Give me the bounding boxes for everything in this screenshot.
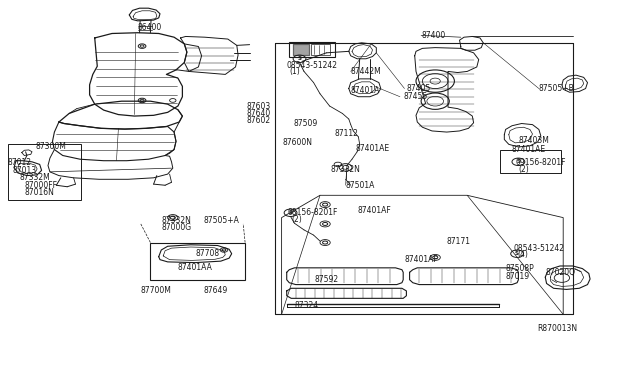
Text: (4): (4) <box>517 250 528 259</box>
Text: 87505+A: 87505+A <box>204 216 239 225</box>
Text: 87509: 87509 <box>293 119 317 128</box>
Text: 87602: 87602 <box>246 116 271 125</box>
Text: 87016N: 87016N <box>24 188 54 197</box>
Text: 87401AF: 87401AF <box>357 206 391 215</box>
Text: 87332N: 87332N <box>330 165 360 174</box>
Text: 87508P: 87508P <box>506 264 534 273</box>
Text: 87592: 87592 <box>315 275 339 284</box>
Text: R870013N: R870013N <box>538 324 578 333</box>
Bar <box>500 150 561 173</box>
Text: 87442M: 87442M <box>351 67 381 76</box>
Text: (2): (2) <box>291 215 302 224</box>
Text: 87401AA: 87401AA <box>178 263 212 272</box>
Text: 87000FF: 87000FF <box>24 181 58 190</box>
Text: (2): (2) <box>518 165 529 174</box>
Text: 87332N: 87332N <box>161 216 191 225</box>
Text: 87112: 87112 <box>334 129 358 138</box>
Text: 86400: 86400 <box>138 23 162 32</box>
Text: 87455: 87455 <box>403 92 428 101</box>
Text: 08156-8201F: 08156-8201F <box>288 208 339 217</box>
Text: 87332M: 87332M <box>19 173 50 182</box>
Text: S: S <box>289 210 292 215</box>
Text: 09156-8201F: 09156-8201F <box>515 158 566 167</box>
Text: 87501A: 87501A <box>346 181 375 190</box>
Bar <box>8 144 81 200</box>
Text: S: S <box>516 159 520 164</box>
Text: 87708: 87708 <box>195 249 220 258</box>
Text: 87401AE: 87401AE <box>355 144 389 153</box>
Bar <box>311 44 330 55</box>
Text: 87405: 87405 <box>406 84 431 93</box>
Text: 87401AE: 87401AE <box>512 145 546 154</box>
Bar <box>293 44 309 55</box>
Text: 87505+B: 87505+B <box>539 84 575 93</box>
Text: 87603: 87603 <box>246 102 271 110</box>
Text: 87600N: 87600N <box>283 138 313 147</box>
Text: 87019: 87019 <box>506 272 530 280</box>
Text: 87324: 87324 <box>294 301 319 310</box>
Text: (1): (1) <box>289 67 300 76</box>
Text: 87013: 87013 <box>13 166 37 175</box>
Bar <box>289 42 335 57</box>
Text: 08543-51242: 08543-51242 <box>287 61 338 70</box>
Text: 87649: 87649 <box>204 286 228 295</box>
Text: S: S <box>515 251 519 256</box>
Text: 87403M: 87403M <box>518 136 549 145</box>
Text: 87400: 87400 <box>421 31 445 40</box>
Text: S: S <box>298 56 301 61</box>
Text: 87171: 87171 <box>447 237 471 246</box>
Text: 87300M: 87300M <box>35 142 66 151</box>
Text: 08543-51242: 08543-51242 <box>513 244 564 253</box>
Text: 87700M: 87700M <box>141 286 172 295</box>
Text: 87401A: 87401A <box>351 86 380 94</box>
Text: 87000G: 87000G <box>161 223 191 232</box>
Text: 87012: 87012 <box>8 158 32 167</box>
Text: 87401AF: 87401AF <box>404 255 438 264</box>
Text: 87020Q: 87020Q <box>545 268 575 277</box>
Text: 87640: 87640 <box>246 109 271 118</box>
Bar <box>150 243 245 280</box>
